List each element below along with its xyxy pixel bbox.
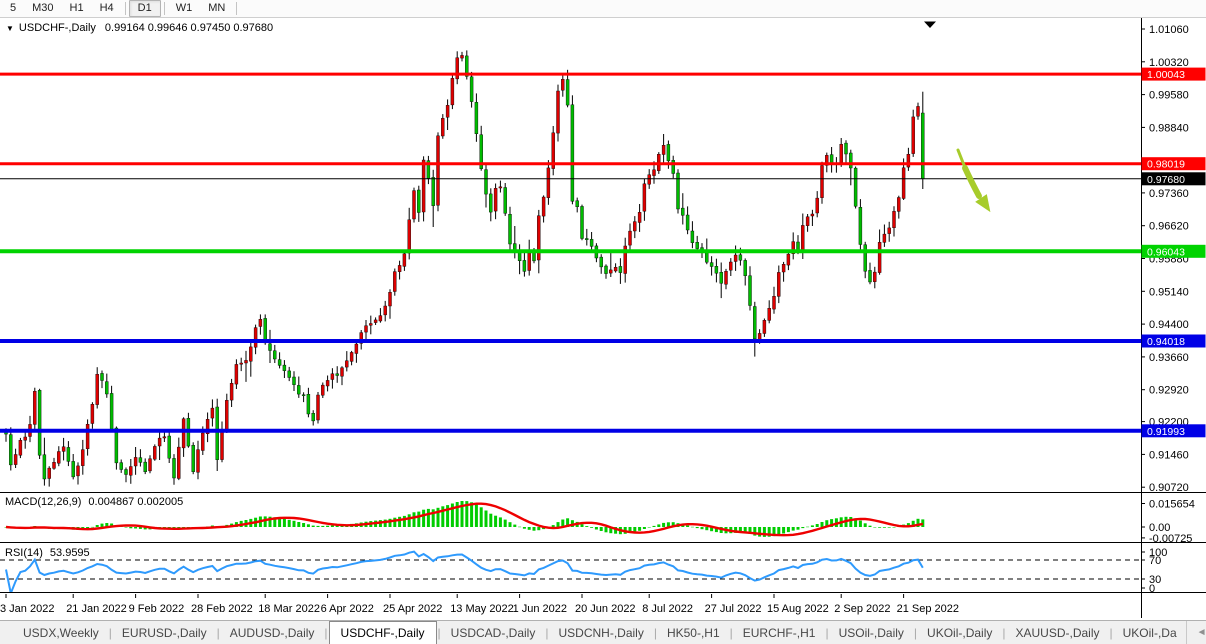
date-axis[interactable]: 3 Jan 2022 21 Jan 2022 9 Feb 2022 28 Feb 20… <box>0 594 959 615</box>
chart-tab-hk50-h1[interactable]: HK50-,H1 <box>666 626 720 640</box>
macd-name: MACD(12,26,9) <box>5 496 82 508</box>
chart-tab-usdcad-daily[interactable]: USDCAD-,Daily <box>450 626 536 640</box>
svg-text:30: 30 <box>1149 574 1161 586</box>
timeframe-button-d1[interactable]: D1 <box>128 0 161 17</box>
price-tick-label: 0.95140 <box>1149 286 1189 298</box>
date-tick-label: 8 Jul 2022 <box>642 603 693 615</box>
chart-tab-usdchf-daily[interactable]: USDCHF-,Daily <box>328 621 437 644</box>
chart-tab-eurusd-daily[interactable]: EURUSD-,Daily <box>121 626 207 640</box>
chart-tab-ukoil-da[interactable]: UKOil-,Da <box>1122 626 1177 640</box>
svg-text:0.00: 0.00 <box>1149 522 1170 534</box>
tab-separator: | <box>108 625 112 640</box>
tab-scroll-nav: ◄► <box>1185 621 1206 644</box>
tab-separator: | <box>324 625 328 640</box>
tab-separator: | <box>729 625 733 640</box>
svg-text:0.015654: 0.015654 <box>1149 499 1195 511</box>
date-tick-label: 27 Jul 2022 <box>705 603 762 615</box>
chart-tab-audusd-daily[interactable]: AUDUSD-,Daily <box>229 626 315 640</box>
timeframe-button-5[interactable]: 5 <box>10 2 17 14</box>
price-tick-label: 0.94400 <box>1149 319 1189 331</box>
price-tick-label: 0.91460 <box>1149 449 1189 461</box>
price-badge-0.98019: 0.98019 <box>1147 159 1185 171</box>
chart-tab-bar: USDX,Weekly | EURUSD-,Daily | AUDUSD-,Daily |… <box>0 620 1206 644</box>
timeframe-button-mn[interactable]: MN <box>208 2 226 14</box>
chart-tab-usoil-daily[interactable]: USOil-,Daily <box>838 626 904 640</box>
macd-values: 0.004867 0.002005 <box>88 496 184 508</box>
price-tick-label: 0.90720 <box>1149 482 1189 494</box>
date-tick-label: 21 Sep 2022 <box>897 603 959 615</box>
toolbar-separator <box>163 2 165 15</box>
price-tick-label: 0.96620 <box>1149 221 1189 233</box>
date-tick-label: 18 Mar 2022 <box>258 603 320 615</box>
chart-tab-usdcnh-daily[interactable]: USDCNH-,Daily <box>558 626 644 640</box>
price-badge-0.91993: 0.91993 <box>1147 426 1185 438</box>
timeframe-button-w1[interactable]: W1 <box>175 2 193 14</box>
tab-separator: | <box>653 625 657 640</box>
chart-tab-usdx-weekly[interactable]: USDX,Weekly <box>23 626 99 640</box>
chart-symbol-label: USDCHF-,Daily <box>18 22 96 34</box>
date-tick-label: 1 Jun 2022 <box>513 603 567 615</box>
rsi-value: 53.9595 <box>49 547 90 559</box>
date-tick-label: 3 Jan 2022 <box>0 603 54 615</box>
svg-text:70: 70 <box>1149 555 1161 567</box>
price-badge-0.97680: 0.97680 <box>1147 174 1185 186</box>
date-tick-label: 21 Jan 2022 <box>66 603 127 615</box>
price-tick-label: 0.93660 <box>1149 352 1189 364</box>
price-badge-0.96043: 0.96043 <box>1147 246 1185 258</box>
down-arrow-annotation[interactable] <box>956 148 991 213</box>
timeframe-button-h4[interactable]: H4 <box>99 2 114 14</box>
tab-separator: | <box>913 625 918 640</box>
macd-axis: 0.015654 0.00-0.00725 <box>1141 499 1195 545</box>
tab-separator: | <box>545 625 549 640</box>
timeframe-button-h1[interactable]: H1 <box>69 2 84 14</box>
rsi-line <box>5 550 924 592</box>
price-axis[interactable]: 1.01060 1.00320 0.99580 0.98840 0.97360 0.966… <box>1141 24 1206 494</box>
price-tick-label: 0.92920 <box>1149 385 1189 397</box>
date-tick-label: 15 Aug 2022 <box>767 603 829 615</box>
rsi-indicator-label: RSI(14) 53.9595 <box>5 547 90 559</box>
rsi-name: RSI(14) <box>5 547 43 559</box>
svg-text:100: 100 <box>1149 547 1167 559</box>
toolbar-separator <box>236 2 238 15</box>
price-tick-label: 1.01060 <box>1149 24 1189 36</box>
price-badge-1.00043: 1.00043 <box>1147 69 1185 81</box>
tab-separator: | <box>216 625 220 640</box>
price-tick-label: 0.99580 <box>1149 90 1189 102</box>
chart-tab-eurchf-h1[interactable]: EURCHF-,H1 <box>742 626 816 640</box>
svg-text:-0.00725: -0.00725 <box>1149 533 1192 545</box>
candlestick-series[interactable] <box>4 50 925 487</box>
date-tick-label: 6 Apr 2022 <box>321 603 374 615</box>
macd-signal-line <box>5 502 924 537</box>
date-tick-label: 2 Sep 2022 <box>834 603 890 615</box>
tab-separator: | <box>437 625 441 640</box>
price-badge-0.94018: 0.94018 <box>1147 336 1185 348</box>
date-tick-label: 9 Feb 2022 <box>129 603 185 615</box>
date-tick-label: 20 Jun 2022 <box>575 603 636 615</box>
tab-separator: | <box>1002 625 1006 640</box>
date-tick-label: 28 Feb 2022 <box>191 603 253 615</box>
price-tick-label: 0.98840 <box>1149 122 1189 134</box>
macd-indicator-label: MACD(12,26,9) 0.004867 0.002005 <box>5 496 183 508</box>
svg-text:0: 0 <box>1149 583 1155 595</box>
date-tick-label: 25 Apr 2022 <box>383 603 442 615</box>
timeframe-button-m30[interactable]: M30 <box>32 2 54 14</box>
chart-tab-xauusd-daily[interactable]: XAUUSD-,Daily <box>1015 626 1100 640</box>
toolbar-separator <box>124 2 126 15</box>
date-tick-label: 13 May 2022 <box>450 603 514 615</box>
price-tick-label: 1.00320 <box>1149 57 1189 69</box>
tab-scroll-left-icon[interactable]: ◄ <box>1196 627 1206 638</box>
chart-dropdown-icon[interactable]: ▼ <box>6 23 14 33</box>
latest-bar-marker-icon <box>924 21 936 28</box>
chart-ohlc-values: 0.99164 0.99646 0.97450 0.97680 <box>104 22 274 34</box>
tab-separator: | <box>825 625 829 640</box>
chart-tab-ukoil-daily[interactable]: UKOil-,Daily <box>927 626 993 640</box>
horizontal-lines <box>0 72 1141 433</box>
timeframe-toolbar: 5 M30 H1 H4 D1 W1 MN <box>0 0 1206 18</box>
chart-title: ▼ USDCHF-,Daily 0.99164 0.99646 0.97450 … <box>6 22 273 34</box>
price-tick-label: 0.97360 <box>1149 188 1189 200</box>
tab-separator: | <box>1109 625 1113 640</box>
